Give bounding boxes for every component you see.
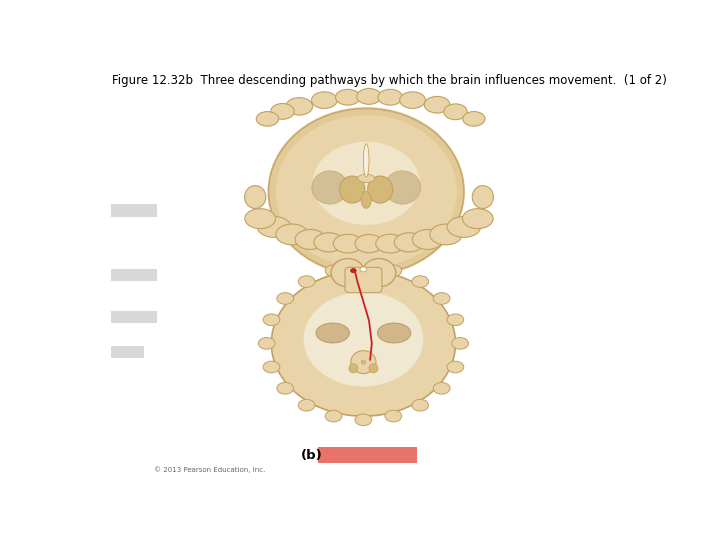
Ellipse shape bbox=[412, 276, 428, 287]
Ellipse shape bbox=[295, 230, 325, 249]
Ellipse shape bbox=[256, 112, 279, 126]
Ellipse shape bbox=[355, 414, 372, 426]
Ellipse shape bbox=[361, 192, 372, 208]
Bar bbox=[111, 346, 143, 358]
Ellipse shape bbox=[349, 364, 358, 373]
Ellipse shape bbox=[325, 410, 342, 422]
Ellipse shape bbox=[245, 186, 266, 208]
Ellipse shape bbox=[424, 97, 450, 113]
Ellipse shape bbox=[331, 259, 364, 287]
Ellipse shape bbox=[364, 144, 369, 177]
Ellipse shape bbox=[451, 338, 469, 349]
Ellipse shape bbox=[384, 171, 420, 204]
Ellipse shape bbox=[316, 323, 349, 343]
Ellipse shape bbox=[463, 112, 485, 126]
Ellipse shape bbox=[433, 293, 450, 305]
Ellipse shape bbox=[351, 268, 356, 273]
Ellipse shape bbox=[378, 89, 402, 105]
Ellipse shape bbox=[377, 323, 411, 343]
Bar bbox=[111, 204, 157, 217]
Ellipse shape bbox=[298, 400, 315, 411]
Ellipse shape bbox=[276, 224, 308, 245]
Text: Figure 12.32b  Three descending pathways by which the brain influences movement.: Figure 12.32b Three descending pathways … bbox=[112, 75, 667, 87]
Ellipse shape bbox=[433, 382, 450, 394]
Ellipse shape bbox=[358, 174, 374, 183]
Ellipse shape bbox=[269, 109, 464, 275]
Ellipse shape bbox=[271, 104, 294, 119]
Ellipse shape bbox=[304, 292, 423, 387]
Ellipse shape bbox=[271, 271, 456, 416]
Bar bbox=[111, 311, 157, 323]
Ellipse shape bbox=[385, 265, 402, 276]
Ellipse shape bbox=[245, 208, 276, 228]
Ellipse shape bbox=[312, 92, 337, 109]
Ellipse shape bbox=[361, 360, 366, 364]
Ellipse shape bbox=[413, 230, 443, 249]
Text: (b): (b) bbox=[301, 449, 323, 462]
Ellipse shape bbox=[286, 98, 312, 115]
Ellipse shape bbox=[368, 176, 392, 203]
Ellipse shape bbox=[369, 364, 378, 373]
Ellipse shape bbox=[355, 234, 383, 253]
Ellipse shape bbox=[395, 233, 424, 252]
Ellipse shape bbox=[314, 233, 343, 252]
Ellipse shape bbox=[312, 141, 420, 225]
Ellipse shape bbox=[444, 104, 467, 120]
Ellipse shape bbox=[325, 265, 342, 276]
Ellipse shape bbox=[447, 314, 464, 326]
Ellipse shape bbox=[336, 89, 360, 105]
Ellipse shape bbox=[312, 171, 348, 204]
Ellipse shape bbox=[258, 338, 275, 349]
Bar bbox=[111, 268, 157, 281]
Ellipse shape bbox=[263, 314, 280, 326]
Ellipse shape bbox=[472, 186, 493, 208]
Bar bbox=[318, 447, 417, 463]
Text: © 2013 Pearson Education, Inc.: © 2013 Pearson Education, Inc. bbox=[154, 467, 266, 473]
Ellipse shape bbox=[447, 361, 464, 373]
Ellipse shape bbox=[356, 89, 382, 104]
Ellipse shape bbox=[276, 382, 294, 394]
Ellipse shape bbox=[462, 208, 493, 228]
Ellipse shape bbox=[333, 234, 362, 253]
Ellipse shape bbox=[340, 176, 365, 203]
Ellipse shape bbox=[400, 92, 426, 109]
Ellipse shape bbox=[360, 267, 366, 272]
Ellipse shape bbox=[276, 293, 294, 305]
Ellipse shape bbox=[385, 410, 402, 422]
Ellipse shape bbox=[298, 276, 315, 287]
FancyBboxPatch shape bbox=[345, 267, 382, 293]
Ellipse shape bbox=[412, 400, 428, 411]
Ellipse shape bbox=[430, 224, 462, 245]
Ellipse shape bbox=[447, 217, 481, 238]
Ellipse shape bbox=[376, 234, 405, 253]
Ellipse shape bbox=[258, 217, 291, 238]
Ellipse shape bbox=[351, 350, 376, 374]
Ellipse shape bbox=[263, 361, 280, 373]
Ellipse shape bbox=[362, 259, 396, 287]
